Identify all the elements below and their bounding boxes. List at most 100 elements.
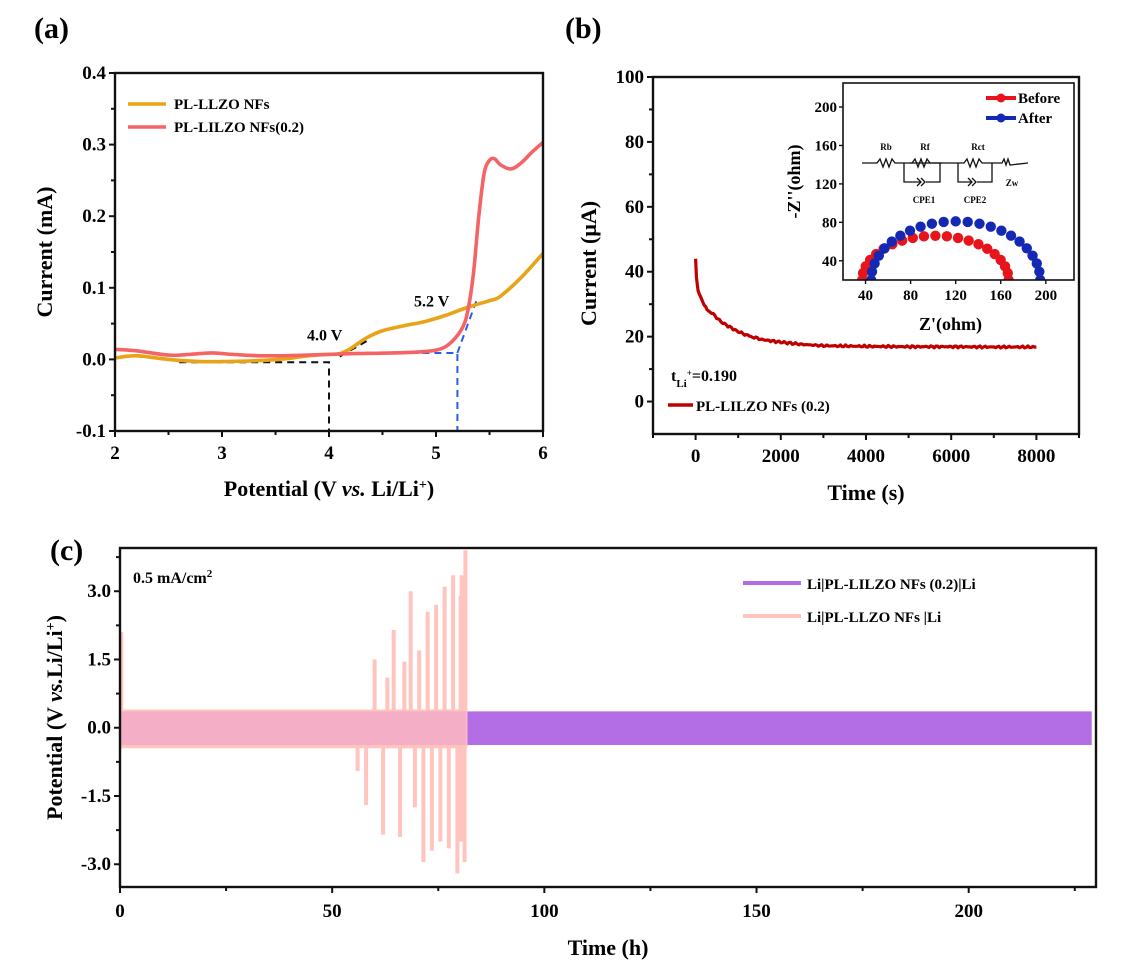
x-axis-title: Potential (V vs. Li/Li+) xyxy=(224,476,434,501)
y-tick-label: 80 xyxy=(625,132,644,153)
data-point-after xyxy=(873,250,885,261)
data-point-before xyxy=(963,235,974,246)
data-point-after xyxy=(950,216,961,227)
circuit-label: CPE2 xyxy=(964,195,987,205)
circuit-label: CPE1 xyxy=(913,195,936,205)
y-tick-label: 20 xyxy=(625,327,644,348)
y-tick-label: -3.0 xyxy=(81,854,111,875)
inset-y-tick-label: 80 xyxy=(822,215,837,231)
x-axis-title-part: + xyxy=(419,478,427,493)
x-tick-label: 0 xyxy=(115,901,125,922)
voltage-spike xyxy=(421,709,426,862)
circuit-label: Rct xyxy=(971,142,985,152)
series-overlap-band xyxy=(120,711,467,746)
plot-frame xyxy=(118,546,1098,889)
cpe1-branch xyxy=(903,163,941,183)
data-point-after xyxy=(1031,258,1042,269)
y-tick-label: 0.1 xyxy=(82,278,106,299)
panel-c-chart: 0 50 100 150 200 -3.0 -1.5 0.0 1.5 3.0 0.5 mA/cm2 L… xyxy=(42,546,1098,960)
panel-a-chart: 2 3 4 5 6 -0.1 0.0 0.1 0.2 0.3 0.4 PL-LLZO NFs PL-LI… xyxy=(32,63,548,501)
inset-points xyxy=(856,216,1046,280)
x-tick-label: 100 xyxy=(530,901,559,922)
y-axis-title-part: vs. xyxy=(42,678,67,702)
inset-legend-label: Before xyxy=(1018,91,1061,107)
voltage-annotation: 4.0 V xyxy=(307,327,343,344)
voltage-spike xyxy=(425,611,430,749)
y-axis-title-part: ) xyxy=(42,615,67,622)
x-axis-title: Time (h) xyxy=(568,935,649,960)
inset-nyquist-plot: 40 80 120 160 200 40 80 120 160 200 Z'(ohm) -Z''(oh… xyxy=(784,82,1075,335)
data-point-before xyxy=(1003,274,1014,280)
annotation-part: =0.190 xyxy=(692,368,737,385)
voltage-annotation: 5.2 V xyxy=(414,294,450,311)
y-tick-label: 60 xyxy=(625,197,644,218)
y-tick-label: 0.3 xyxy=(82,135,106,156)
data-point-after xyxy=(866,266,878,277)
data-point-after xyxy=(886,236,898,247)
x-tick-label: 150 xyxy=(742,901,771,922)
inset-x-tick-label: 40 xyxy=(858,288,873,304)
annotation-part: t xyxy=(671,368,677,385)
voltage-spike xyxy=(402,661,407,749)
inset-x-axis-title: Z'(ohm) xyxy=(919,314,982,335)
x-axis-title-part: Potential (V xyxy=(224,476,342,501)
x-tick-label: 200 xyxy=(954,901,983,922)
data-point-before xyxy=(973,239,984,250)
y-axis-title: Current (μA) xyxy=(576,201,601,326)
equivalent-circuit-diagram xyxy=(862,156,1029,187)
annotation-sup: 2 xyxy=(207,568,213,580)
y-tick-label: 1.5 xyxy=(87,649,111,670)
voltage-spike xyxy=(446,709,451,849)
x-axis-title-part: vs. xyxy=(342,476,366,501)
y-axis-title-part: Li/Li xyxy=(42,630,67,678)
y-tick-label: -1.5 xyxy=(81,786,111,807)
voltage-spike xyxy=(364,709,369,806)
x-tick-label: 6 xyxy=(538,443,548,464)
data-point-after xyxy=(1027,250,1038,261)
cpe1-symbol xyxy=(916,177,926,187)
panel-b-chart: 0 2000 4000 6000 8000 0 20 40 60 80 100 tLi+=0.190 P… xyxy=(576,67,1081,505)
data-point-after xyxy=(1014,236,1025,247)
data-point-after xyxy=(915,221,926,232)
x-tick-label: 3 xyxy=(217,443,227,464)
panel-label-b: (b) xyxy=(565,12,602,45)
legend-label: Li|PL-LLZO NFs |Li xyxy=(807,610,941,626)
voltage-spike xyxy=(381,709,386,835)
legend-label: PL-LLZO NFs xyxy=(174,97,270,113)
y-axis-title: Potential (V vs.Li/Li+) xyxy=(42,615,67,820)
inset-frame xyxy=(842,82,1075,281)
x-tick-label: 2 xyxy=(110,443,120,464)
inset-x-tick-label: 200 xyxy=(1035,288,1058,304)
inset-x-tick-label: 160 xyxy=(990,288,1013,304)
data-point-after xyxy=(895,230,906,241)
x-tick-label: 8000 xyxy=(1017,446,1055,467)
y-tick-label: 0.0 xyxy=(87,718,111,739)
data-point-after xyxy=(1021,243,1032,254)
x-tick-label: 4 xyxy=(324,443,334,464)
y-tick-label: 100 xyxy=(616,67,645,88)
inset-legend-label: After xyxy=(1018,111,1052,127)
current-density-annotation: 0.5 mA/cm2 xyxy=(133,568,213,587)
legend-label: PL-LILZO NFs(0.2) xyxy=(174,120,304,136)
inset-y-tick-label: 40 xyxy=(822,254,837,270)
x-axis-title-part: ) xyxy=(427,476,434,501)
data-point-after xyxy=(869,258,880,269)
x-tick-label: 0 xyxy=(691,446,701,467)
x-tick-label: 4000 xyxy=(847,446,885,467)
data-point-after xyxy=(996,225,1007,236)
y-tick-label: 0 xyxy=(635,392,645,413)
x-axis-title: Time (s) xyxy=(827,480,904,505)
y-tick-label: -0.1 xyxy=(76,421,106,442)
annotation-sub: Li xyxy=(676,378,686,390)
circuit-label: Rf xyxy=(920,142,930,152)
y-axis-title-part: Potential (V xyxy=(42,702,67,820)
y-tick-label: 3.0 xyxy=(87,581,111,602)
panel-label-a: (a) xyxy=(34,12,69,45)
data-point-before xyxy=(952,232,964,244)
cpe2-symbol xyxy=(967,177,977,187)
y-axis-title-part: + xyxy=(44,622,59,630)
voltage-spike xyxy=(398,709,403,837)
circuit-label: Zw xyxy=(1006,178,1019,188)
legend-label: Li|PL-LILZO NFs (0.2)|Li xyxy=(807,577,976,593)
